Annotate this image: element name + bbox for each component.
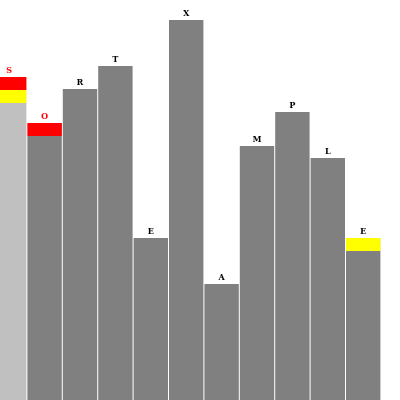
bar xyxy=(239,146,275,400)
bar-label: O xyxy=(41,111,48,121)
bar-label: P xyxy=(289,100,295,110)
bar-label: M xyxy=(253,134,262,144)
bar xyxy=(98,66,133,400)
bar xyxy=(169,20,204,400)
bar-highlight xyxy=(346,238,381,251)
bar-label: R xyxy=(77,77,84,87)
bar xyxy=(62,89,98,400)
bar-label: S xyxy=(6,65,12,75)
bar xyxy=(27,123,62,400)
bar xyxy=(133,238,168,400)
bar-highlight xyxy=(27,123,62,136)
bar-highlight xyxy=(0,77,27,90)
bar xyxy=(346,238,381,400)
bar-label: T xyxy=(112,54,118,64)
bar-label: A xyxy=(217,272,225,282)
bar xyxy=(204,284,239,400)
bar xyxy=(0,77,27,400)
bar-highlight xyxy=(0,90,27,103)
bar-label: E xyxy=(360,226,366,236)
bar-label: L xyxy=(325,146,331,156)
bar xyxy=(275,112,310,400)
bar-label: E xyxy=(148,226,154,236)
bar xyxy=(310,158,345,400)
bar-label: X xyxy=(183,8,190,18)
